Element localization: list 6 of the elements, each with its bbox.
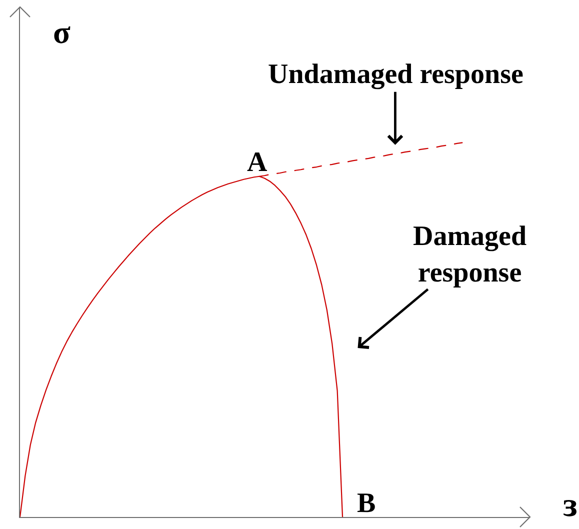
text: Undamaged response (268, 59, 524, 90)
x-axis-title: ɜ (563, 487, 578, 524)
y-axis-title: σ (53, 14, 71, 50)
annotation: A (247, 147, 268, 178)
annotation: B (357, 488, 376, 519)
text: Damaged response (413, 221, 527, 288)
